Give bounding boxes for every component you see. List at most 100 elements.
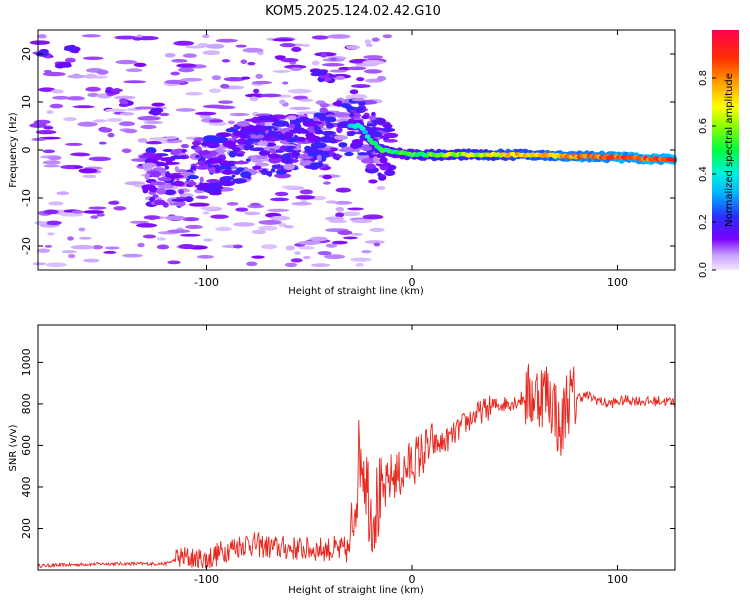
amplitude-cell	[120, 101, 129, 105]
amplitude-cell	[184, 196, 194, 203]
amplitude-cell	[251, 229, 267, 235]
colorbar-tick-label: 0.4	[698, 166, 709, 182]
amplitude-cell	[383, 132, 399, 139]
y-tick-label: 200	[20, 518, 33, 539]
amplitude-cell	[290, 258, 303, 263]
amplitude-cell	[311, 35, 329, 40]
amplitude-cell	[355, 263, 364, 267]
amplitude-cell	[361, 144, 372, 151]
amplitude-cell	[178, 243, 196, 250]
amplitude-cell	[232, 147, 241, 152]
amplitude-cell	[349, 94, 368, 99]
amplitude-cell	[270, 197, 289, 202]
amplitude-cell	[218, 100, 234, 104]
amplitude-cell	[115, 59, 138, 65]
amplitude-cell	[74, 165, 83, 169]
amplitude-cell	[83, 210, 105, 214]
amplitude-cell	[274, 55, 286, 59]
x-tick-label: 100	[607, 573, 628, 586]
amplitude-cell	[125, 68, 143, 73]
amplitude-cell	[180, 77, 203, 82]
amplitude-cell	[58, 61, 72, 67]
amplitude-cell	[324, 116, 337, 123]
y-tick-label: 400	[20, 476, 33, 497]
amplitude-cell	[36, 248, 51, 253]
amplitude-cell	[302, 43, 311, 48]
amplitude-cell	[313, 70, 325, 75]
amplitude-cell	[316, 154, 322, 162]
amplitude-cell	[42, 149, 56, 154]
amplitude-cell	[239, 134, 251, 139]
amplitude-cell	[291, 151, 301, 157]
amplitude-cell	[208, 119, 224, 123]
amplitude-cell	[251, 80, 273, 85]
amplitude-cell	[121, 148, 132, 154]
amplitude-cell	[60, 212, 84, 217]
amplitude-cell	[174, 200, 186, 207]
amplitude-cell	[319, 135, 335, 143]
colorbar-tick-label: 0.0	[698, 262, 709, 278]
amplitude-cell	[345, 104, 354, 111]
amplitude-cell	[99, 127, 113, 133]
amplitude-cell	[210, 185, 224, 191]
amplitude-cell	[298, 116, 309, 121]
amplitude-cell	[271, 164, 281, 169]
amplitude-cell	[48, 201, 64, 206]
amplitude-cell	[208, 191, 222, 196]
amplitude-cell	[200, 141, 212, 147]
colorbar-tick-label: 0.8	[698, 70, 709, 86]
amplitude-cell	[35, 129, 57, 135]
amplitude-cell	[384, 169, 396, 177]
amplitude-cell	[165, 171, 171, 178]
amplitude-cell	[243, 143, 255, 149]
amplitude-cell	[262, 140, 268, 145]
amplitude-cell	[171, 59, 188, 63]
amplitude-cell	[334, 154, 343, 158]
amplitude-cell	[307, 126, 316, 133]
amplitude-cell	[357, 152, 369, 156]
amplitude-cell	[289, 106, 311, 110]
amplitude-cell	[38, 87, 56, 92]
amplitude-cell	[368, 115, 377, 121]
amplitude-cell	[196, 165, 210, 170]
amplitude-cell	[363, 69, 383, 74]
amplitude-cell	[349, 89, 359, 95]
amplitude-cell	[175, 108, 196, 112]
amplitude-cell	[37, 34, 47, 39]
amplitude-cell	[185, 45, 206, 49]
amplitude-cell	[34, 119, 51, 125]
amplitude-cell	[72, 105, 95, 109]
y-tick-label: 0	[20, 147, 33, 154]
amplitude-cell	[220, 83, 230, 89]
amplitude-cell	[356, 77, 365, 82]
amplitude-cell	[156, 244, 170, 250]
amplitude-cell	[270, 168, 276, 173]
y-tick-label: 800	[20, 393, 33, 414]
amplitude-cell	[137, 138, 148, 143]
amplitude-cell	[283, 131, 294, 139]
amplitude-cell	[64, 57, 76, 63]
amplitude-cell	[346, 133, 355, 137]
amplitude-cell	[364, 240, 385, 244]
amplitude-cell	[164, 161, 180, 165]
amplitude-cell	[78, 168, 98, 174]
amplitude-cell	[319, 114, 327, 122]
amplitude-cell	[342, 236, 358, 240]
amplitude-cell	[350, 84, 371, 88]
amplitude-cell	[227, 120, 236, 125]
amplitude-cell	[288, 138, 297, 143]
amplitude-cell	[165, 136, 178, 140]
amplitude-cell	[324, 254, 346, 260]
amplitude-cell	[255, 73, 264, 79]
amplitude-cell	[34, 220, 48, 225]
amplitude-cell	[154, 201, 168, 205]
amplitude-cell	[235, 44, 247, 48]
ridge-cell	[359, 126, 366, 131]
amplitude-cell	[252, 165, 262, 170]
amplitude-cell	[334, 200, 353, 205]
amplitude-cell	[164, 52, 176, 58]
amplitude-cell	[247, 62, 256, 66]
amplitude-cell	[180, 144, 190, 149]
amplitude-cell	[291, 201, 312, 206]
